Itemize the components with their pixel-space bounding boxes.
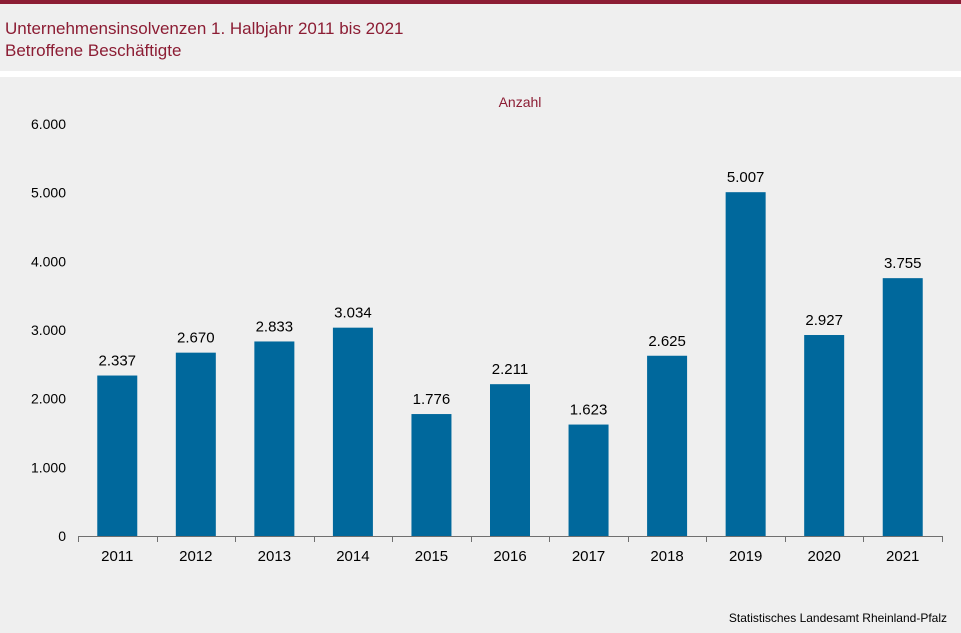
bar-2020 — [804, 335, 845, 536]
bar-2017 — [568, 424, 609, 536]
value-label: 5.007 — [727, 169, 765, 186]
x-tick-label: 2016 — [493, 548, 526, 565]
y-tick-label: 0 — [58, 528, 66, 544]
y-tick-label: 5.000 — [31, 185, 66, 201]
x-tick-label: 2012 — [179, 548, 212, 565]
chart-axes: 0 1.000 2.000 3.000 4.000 5.000 6.000 2011 2012 2… — [31, 116, 943, 565]
x-tick-label: 2017 — [572, 548, 605, 565]
value-label: 3.755 — [884, 255, 922, 272]
chart-subtitle: Betroffene Beschäftigte — [5, 41, 182, 60]
bar-2016 — [490, 384, 530, 536]
value-label: 1.623 — [570, 402, 608, 419]
x-tick-label: 2014 — [336, 548, 369, 565]
x-tick-label: 2011 — [101, 548, 133, 565]
value-label: 2.337 — [98, 353, 136, 370]
x-tick-label: 2020 — [807, 548, 840, 565]
value-label: 2.670 — [177, 330, 215, 347]
bar-2011 — [97, 375, 138, 536]
x-tick-label: 2018 — [650, 548, 683, 565]
value-label: 2.211 — [492, 361, 528, 378]
value-label: 3.034 — [334, 305, 372, 322]
value-label: 2.625 — [648, 333, 686, 350]
y-tick-label: 3.000 — [31, 322, 66, 338]
bar-2021 — [882, 278, 923, 536]
x-tick-label: 2021 — [886, 548, 919, 565]
bar-series — [97, 192, 923, 536]
bar-2018 — [647, 355, 688, 536]
y-tick-label: 6.000 — [31, 116, 66, 132]
chart-title: Unternehmensinsolvenzen 1. Halbjahr 2011… — [5, 19, 404, 38]
value-label: 2.927 — [805, 312, 843, 329]
header-separator — [0, 71, 961, 77]
chart-header: Unternehmensinsolvenzen 1. Halbjahr 2011… — [0, 4, 961, 70]
bar-2013 — [254, 341, 295, 536]
bar-2012 — [175, 352, 216, 536]
top-accent-bar — [0, 0, 961, 4]
x-tick-label: 2015 — [415, 548, 448, 565]
x-tick-label: 2013 — [258, 548, 291, 565]
x-tick-label: 2019 — [729, 548, 762, 565]
value-labels: 2.337 2.670 2.833 3.034 1.776 2.211 1.623 2.625… — [98, 169, 921, 418]
bar-2015 — [411, 414, 452, 536]
y-tick-label: 2.000 — [31, 391, 66, 407]
value-label: 2.833 — [256, 318, 294, 335]
source-note: Statistisches Landesamt Rheinland-Pfalz — [728, 611, 947, 625]
value-label: 1.776 — [413, 391, 451, 408]
y-tick-label: 4.000 — [31, 253, 66, 269]
unit-label: Anzahl — [499, 94, 542, 110]
y-tick-label: 1.000 — [31, 459, 66, 475]
bar-2014 — [332, 327, 373, 536]
bar-2019 — [725, 192, 766, 536]
